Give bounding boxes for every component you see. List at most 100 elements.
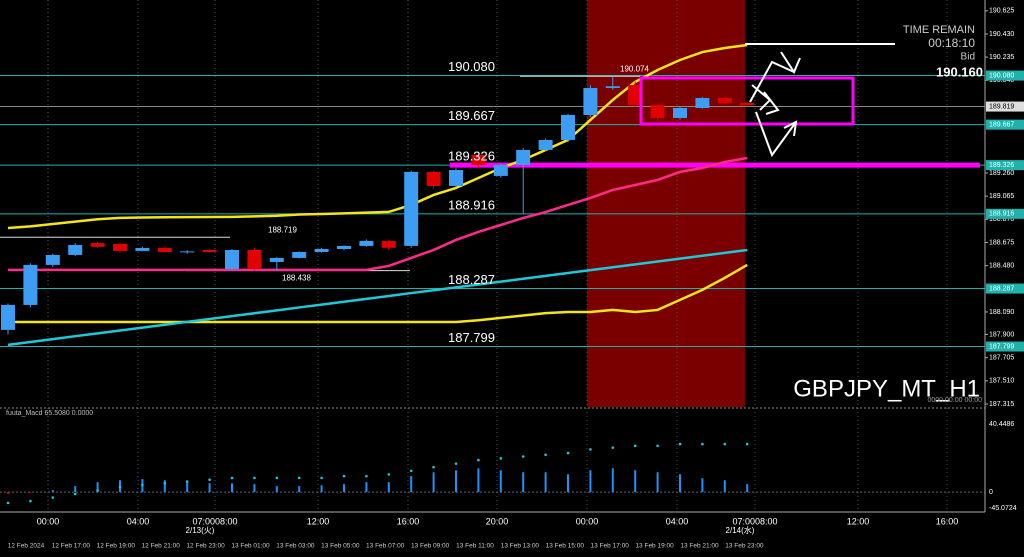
candle-body	[247, 249, 262, 269]
y-tick-label: 187.315	[989, 401, 1014, 408]
candle-body	[583, 88, 598, 115]
macd-bar	[253, 484, 256, 493]
level-box-label: 188.287	[989, 285, 1014, 292]
candle-body	[740, 102, 755, 106]
macd-signal-dot	[633, 444, 637, 448]
macd-signal-dot	[477, 458, 480, 462]
macd-signal-dot	[51, 496, 55, 499]
datetime-label: 13 Feb 21:00	[680, 543, 719, 550]
candle-body	[1, 304, 15, 330]
time-remain: 00:18:10	[928, 36, 975, 50]
macd-signal-dot	[745, 442, 749, 446]
level-box	[986, 119, 1024, 130]
macd-bar	[477, 468, 480, 493]
annotation-label: 190.074	[620, 64, 649, 73]
candle-body	[493, 165, 508, 176]
macd-bar	[723, 480, 726, 493]
level-box-label: 187.799	[989, 343, 1014, 350]
macd-bar	[432, 472, 435, 493]
macd-signal-dot	[544, 453, 547, 457]
macd-bar	[365, 482, 368, 493]
date-label: 2/14(水)	[726, 525, 755, 535]
level-box-label: 189.667	[989, 121, 1014, 128]
macd-bar	[746, 484, 749, 493]
macd-bar	[589, 470, 592, 493]
time-label: 04:00	[666, 516, 689, 526]
y-tick-label: 190.430	[989, 31, 1014, 38]
highlight-box	[639, 76, 855, 126]
datetime-label: 12 Feb 19:00	[97, 543, 136, 550]
macd-signal-dot	[342, 474, 346, 478]
candle-body	[359, 240, 374, 246]
macd-bar	[387, 482, 390, 493]
last-price-box	[986, 101, 1024, 112]
arrow-head	[783, 120, 798, 137]
macd-signal-dot	[566, 451, 570, 455]
candle-body	[381, 240, 396, 248]
candle-body	[426, 171, 441, 186]
indicator-line	[8, 263, 748, 324]
datetime-label: 13 Feb 15:00	[546, 543, 585, 550]
y-tick-label: 188.675	[989, 239, 1014, 246]
macd-signal-dot	[499, 457, 503, 460]
candle-body	[337, 245, 351, 249]
y-tick-label: 190.040	[989, 77, 1014, 84]
level-box-label: 188.916	[989, 211, 1014, 218]
time-label: 12:00	[847, 516, 870, 526]
time-label: 07:0008:00	[192, 516, 237, 526]
level-box	[986, 283, 1024, 294]
macd-bar	[679, 474, 681, 493]
macd-signal-dot	[387, 473, 391, 476]
datetime-label: 13 Feb 07:00	[366, 543, 405, 550]
macd-signal-dot	[29, 499, 32, 503]
indicator-line	[8, 156, 748, 272]
y-tick-label: 189.260	[989, 170, 1014, 177]
candle-body	[180, 251, 195, 253]
macd-bar	[611, 468, 614, 493]
candle-body	[45, 254, 60, 265]
level-box-label: 190.080	[989, 72, 1014, 79]
y-tick-label: 188.090	[989, 309, 1014, 316]
candle-body	[650, 105, 665, 118]
symbol: GBPJPY_MT_H1	[793, 375, 980, 402]
macd-bar	[186, 482, 189, 493]
level-box	[986, 208, 1024, 219]
y-tick-label: 190.625	[989, 8, 1014, 15]
arrow-head	[763, 91, 780, 115]
datetime-label: 13 Feb 03:00	[276, 543, 315, 550]
candle-body	[225, 249, 239, 269]
macd-bar	[320, 485, 323, 493]
macd-signal-dot	[320, 476, 323, 480]
macd-signal-dot	[678, 442, 682, 446]
datetime-label: 13 Feb 23:00	[725, 543, 764, 550]
level-box-label: 189.326	[989, 162, 1014, 169]
empty-date: 0000.00.00 00:00	[928, 397, 983, 404]
macd-label: 40.4486	[989, 421, 1014, 428]
candle-body	[292, 251, 307, 258]
macd-signal-dot	[185, 480, 189, 483]
macd-signal-dot	[230, 476, 234, 480]
macd-bar	[7, 492, 9, 494]
datetime-label: 13 Feb 17:00	[591, 543, 630, 550]
macd-bar	[163, 480, 166, 493]
candle-body	[673, 107, 687, 118]
macd-signal-dot	[253, 476, 256, 480]
macd-bar	[544, 472, 547, 493]
datetime-label: 13 Feb 05:00	[321, 543, 360, 550]
macd-signal-dot	[409, 469, 413, 473]
candle-layer	[1, 76, 755, 505]
macd-signal-dot	[656, 444, 659, 448]
candle-body	[135, 247, 150, 251]
annotation-label: 188.719	[268, 225, 297, 234]
macd-label: 0	[989, 489, 993, 496]
time-label: 07:0008:00	[732, 516, 777, 526]
datetime-label: 12 Feb 23:00	[186, 543, 225, 550]
time-label: 00:00	[37, 516, 60, 526]
macd-bar	[231, 483, 233, 493]
time-label: 16:00	[397, 516, 420, 526]
zone-layer	[587, 0, 745, 407]
datetime-label: 13 Feb 01:00	[231, 543, 270, 550]
last-price-label: 189.819	[989, 103, 1014, 110]
y-tick-label: 188.480	[989, 262, 1014, 269]
macd-signal-dot	[723, 442, 727, 446]
